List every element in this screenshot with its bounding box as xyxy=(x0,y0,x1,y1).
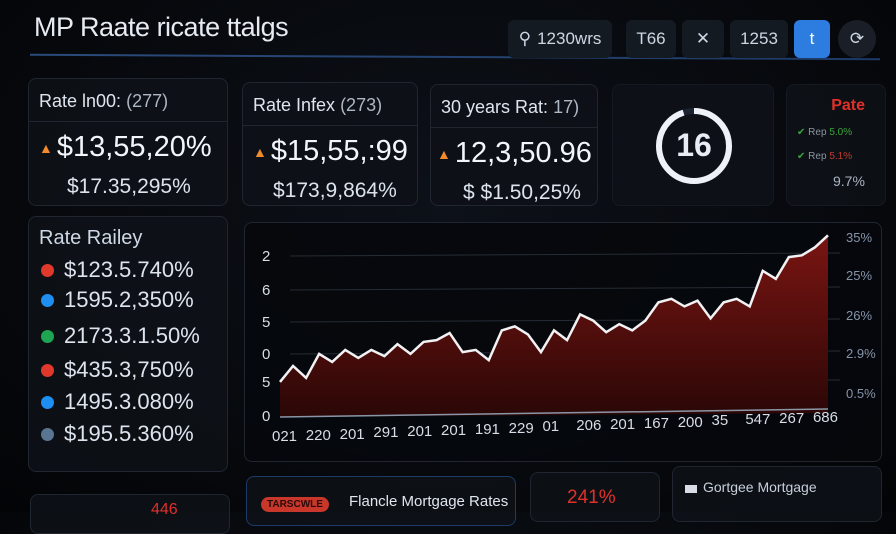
x-tick-label: 201 xyxy=(441,422,466,439)
y-tick-label: 0 xyxy=(262,346,270,363)
right-axis-label: 25% xyxy=(846,268,872,283)
right-axis-label: 35% xyxy=(846,230,872,245)
x-tick-label: 201 xyxy=(610,416,635,433)
y-tick-label: 5 xyxy=(262,374,270,391)
right-axis-label: 2.9% xyxy=(846,346,876,361)
right-axis-label: 0.5% xyxy=(846,386,876,401)
bottom-card-2[interactable]: TARSCWLE Flancle Mortgage Rates xyxy=(246,476,516,526)
x-tick-label: 220 xyxy=(306,427,331,444)
x-tick-label: 200 xyxy=(678,414,703,431)
y-tick-label: 2 xyxy=(262,248,270,265)
x-tick-label: 021 xyxy=(272,428,297,445)
x-tick-label: 201 xyxy=(340,426,365,443)
bottom-label: Flancle Mortgage Rates xyxy=(349,493,508,510)
x-tick-label: 547 xyxy=(745,411,770,428)
x-tick-label: 191 xyxy=(475,421,500,438)
bottom-card-3: 241% xyxy=(530,472,660,522)
bottom-card-4: Gortgee Mortgage xyxy=(672,466,882,522)
area-fill xyxy=(280,235,828,417)
x-tick-label: 201 xyxy=(407,423,432,440)
x-tick-label: 267 xyxy=(779,410,804,427)
status-badge: TARSCWLE xyxy=(261,497,329,512)
right-axis-label: 26% xyxy=(846,308,872,323)
x-tick-label: 206 xyxy=(576,417,601,434)
x-tick-label: 167 xyxy=(644,415,669,432)
x-tick-label: 01 xyxy=(542,418,559,435)
y-tick-label: 6 xyxy=(262,282,270,299)
gridline xyxy=(290,253,840,256)
bottom-value: 446 xyxy=(151,501,178,519)
x-tick-label: 35 xyxy=(712,412,729,429)
x-tick-label: 229 xyxy=(509,420,534,437)
y-tick-label: 5 xyxy=(262,314,270,331)
legend-swatch-icon xyxy=(685,485,697,493)
y-tick-label: 0 xyxy=(262,408,270,425)
bottom-percent: 241% xyxy=(567,487,616,509)
bottom-right-label: Gortgee Mortgage xyxy=(703,479,817,495)
x-tick-label: 291 xyxy=(373,424,398,441)
bottom-card-1: 446 xyxy=(30,494,230,534)
x-tick-label: 686 xyxy=(813,409,838,426)
